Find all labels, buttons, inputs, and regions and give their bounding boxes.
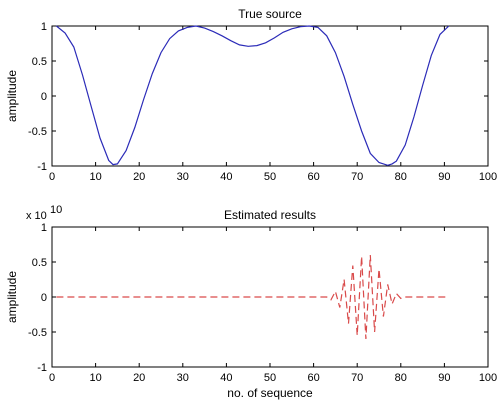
y-tick-label: 0 bbox=[41, 292, 47, 304]
bottom-plot-panel: 0 10 20 30 40 50 60 70 80 90 100 -1 -0.5 0 0.5 1 Estimat… bbox=[5, 204, 497, 400]
y-exponent-label: x 10 bbox=[26, 210, 47, 222]
x-tick-label: 20 bbox=[133, 372, 145, 384]
y-axis-label: amplitude bbox=[5, 271, 19, 323]
y-tick-label: -0.5 bbox=[28, 126, 47, 138]
x-tick-label: 60 bbox=[307, 171, 319, 183]
y-tick-label: 1 bbox=[41, 21, 47, 33]
chart-title: True source bbox=[238, 7, 302, 21]
x-tick-label: 0 bbox=[49, 372, 55, 384]
x-tick-label: 30 bbox=[177, 171, 189, 183]
x-tick-label: 60 bbox=[307, 372, 319, 384]
x-tick-label: 30 bbox=[177, 372, 189, 384]
y-tick-label: 1 bbox=[41, 222, 47, 234]
y-axis-label: amplitude bbox=[5, 70, 19, 122]
x-tick-label: 20 bbox=[133, 171, 145, 183]
chart-title: Estimated results bbox=[224, 208, 316, 222]
x-tick-label: 50 bbox=[264, 171, 276, 183]
plot-area bbox=[51, 25, 489, 167]
x-tick-label: 100 bbox=[479, 171, 497, 183]
x-tick-label: 10 bbox=[89, 171, 101, 183]
x-tick-label: 100 bbox=[479, 372, 497, 384]
y-tick-label: -1 bbox=[37, 161, 47, 173]
y-tick-label: 0 bbox=[41, 91, 47, 103]
x-tick-label: 70 bbox=[351, 171, 363, 183]
top-plot-panel: 0 10 20 30 40 50 60 70 80 90 100 -1 -0.5 0 0.5 1 True so… bbox=[5, 7, 497, 183]
series-line bbox=[56, 25, 450, 166]
y-tick-label: 0.5 bbox=[32, 56, 47, 68]
y-tick-label: -0.5 bbox=[28, 327, 47, 339]
x-tick-label: 70 bbox=[351, 372, 363, 384]
x-tick-label: 40 bbox=[220, 171, 232, 183]
x-axis-label: no. of sequence bbox=[227, 386, 313, 400]
x-tick-label: 10 bbox=[89, 372, 101, 384]
y-exponent-power: 10 bbox=[50, 204, 62, 216]
x-tick-label: 80 bbox=[395, 171, 407, 183]
x-tick-label: 90 bbox=[438, 372, 450, 384]
x-tick-label: 40 bbox=[220, 372, 232, 384]
x-tick-label: 50 bbox=[264, 372, 276, 384]
x-tick-label: 90 bbox=[438, 171, 450, 183]
y-tick-label: -1 bbox=[37, 362, 47, 374]
x-tick-label: 80 bbox=[395, 372, 407, 384]
y-tick-label: 0.5 bbox=[32, 257, 47, 269]
x-tick-label: 0 bbox=[49, 171, 55, 183]
series-line bbox=[56, 254, 449, 340]
